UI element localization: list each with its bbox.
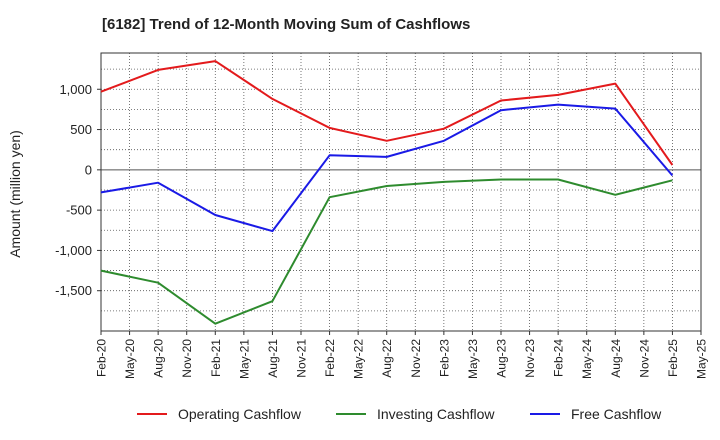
y-tick-label: 0 bbox=[85, 162, 92, 177]
x-tick-label: Feb-21 bbox=[209, 339, 223, 377]
x-tick-label: Nov-23 bbox=[523, 339, 537, 378]
legend-label-operating-cashflow: Operating Cashflow bbox=[178, 406, 302, 422]
x-tick-label: Feb-22 bbox=[323, 339, 337, 377]
x-tick-label: Aug-23 bbox=[495, 339, 509, 378]
legend-label-free-cashflow: Free Cashflow bbox=[571, 406, 662, 422]
x-tick-label: Feb-24 bbox=[552, 339, 566, 377]
y-tick-label: 500 bbox=[70, 122, 92, 137]
x-tick-label: Nov-21 bbox=[295, 339, 309, 378]
x-tick-label: Aug-24 bbox=[609, 339, 623, 378]
free-cashflow-line bbox=[100, 103, 674, 233]
x-tick-label: Feb-20 bbox=[95, 339, 109, 377]
x-tick-label: May-24 bbox=[580, 339, 594, 379]
x-tick-label: Feb-25 bbox=[666, 339, 680, 377]
x-tick-label: May-21 bbox=[237, 339, 251, 379]
x-tick-label: May-20 bbox=[123, 339, 137, 379]
y-tick-label: 1,000 bbox=[59, 82, 92, 97]
x-tick-label: Aug-22 bbox=[380, 339, 394, 378]
plot-area bbox=[101, 53, 701, 331]
x-tick-label: Feb-23 bbox=[437, 339, 451, 377]
x-tick-label: Aug-21 bbox=[266, 339, 280, 378]
x-tick-label: Nov-20 bbox=[180, 339, 194, 378]
operating-cashflow-line bbox=[100, 60, 674, 166]
x-tick-label: Nov-24 bbox=[637, 339, 651, 378]
investing-cashflow-line bbox=[100, 178, 673, 325]
y-tick-label: -500 bbox=[66, 203, 92, 218]
y-tick-label: -1,500 bbox=[55, 283, 92, 298]
y-tick-label: -1,000 bbox=[55, 243, 92, 258]
legend-label-investing-cashflow: Investing Cashflow bbox=[377, 406, 495, 422]
x-tick-label: May-22 bbox=[352, 339, 366, 379]
x-tick-label: May-23 bbox=[466, 339, 480, 379]
chart-title: [6182] Trend of 12-Month Moving Sum of C… bbox=[102, 16, 471, 33]
x-tick-label: May-25 bbox=[695, 339, 709, 379]
x-tick-label: Aug-20 bbox=[152, 339, 166, 378]
x-tick-label: Nov-22 bbox=[409, 339, 423, 378]
y-axis-label: Amount (million yen) bbox=[7, 130, 23, 258]
